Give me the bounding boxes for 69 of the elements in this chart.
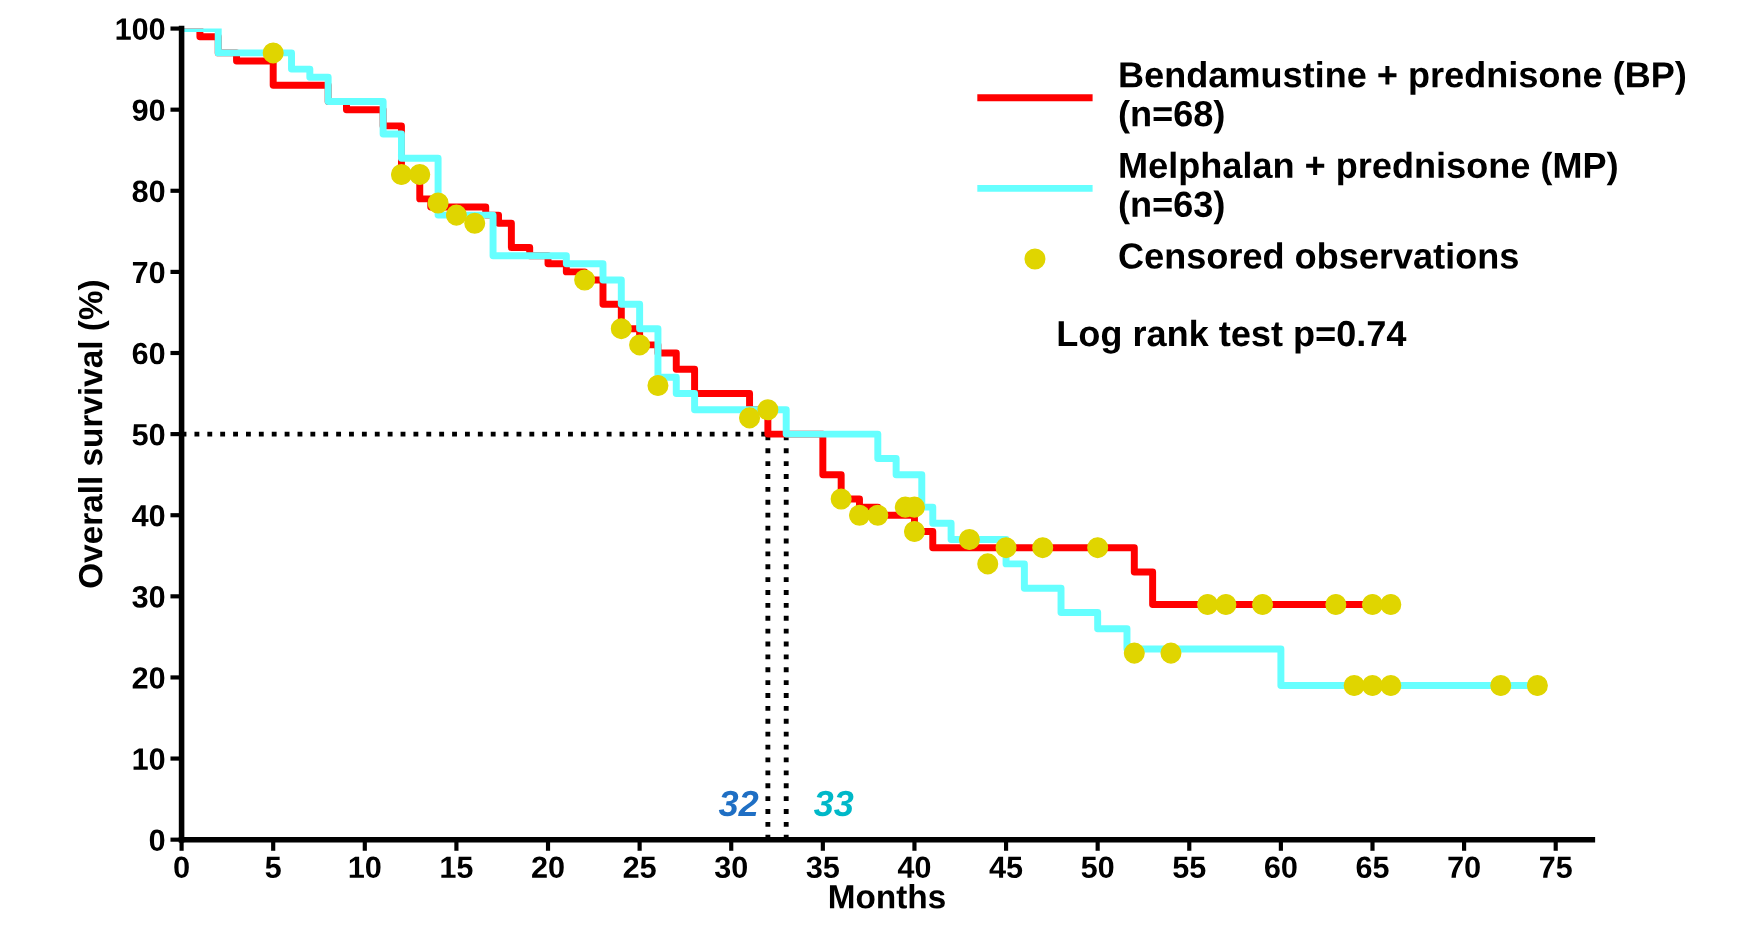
point — [574, 269, 596, 291]
annotation: Log rank test p=0.74 — [1058, 319, 1407, 354]
x-tick-label: 40 — [897, 856, 931, 879]
point — [1325, 593, 1347, 615]
x-tick-label: 30 — [714, 856, 747, 879]
point — [958, 529, 980, 551]
x-tick-label: 20 — [532, 856, 564, 879]
point — [610, 318, 632, 340]
point — [409, 164, 431, 186]
point — [262, 42, 284, 64]
y-tick-label: 50 — [132, 423, 165, 446]
legend-label: Censored observations — [1119, 242, 1518, 269]
y-tick-label: 90 — [132, 99, 165, 122]
point — [995, 537, 1017, 559]
point — [629, 334, 651, 356]
point — [1087, 537, 1109, 559]
ref-line-label: 32 — [718, 790, 759, 817]
x-tick-label: 45 — [989, 856, 1023, 879]
y-axis-title: Overall survival (%) — [78, 281, 110, 588]
point — [1361, 593, 1384, 615]
x-tick-label: 55 — [1173, 856, 1206, 879]
point — [1490, 675, 1512, 697]
legend-label: Melphalan + prednisone (MP) (n=63) — [1119, 151, 1617, 225]
x-tick-label: 10 — [349, 856, 381, 879]
point — [647, 374, 669, 396]
legend-label: Bendamustine + prednisone (BP) (n=68) — [1119, 61, 1686, 134]
point — [464, 212, 486, 234]
point — [1215, 593, 1237, 615]
y-tick-label: 0 — [149, 829, 165, 852]
x-tick-label: 15 — [441, 856, 473, 879]
point — [1380, 675, 1402, 697]
point — [1123, 642, 1145, 664]
point — [1526, 675, 1548, 697]
x-tick-label: 70 — [1448, 856, 1480, 879]
point — [848, 504, 871, 526]
point — [1361, 675, 1384, 697]
point — [1343, 675, 1365, 697]
x-tick-label: 35 — [806, 856, 839, 879]
point — [977, 553, 999, 575]
point — [867, 504, 889, 526]
point — [427, 192, 449, 214]
point — [1380, 593, 1402, 615]
y-tick-label: 100 — [116, 18, 165, 40]
point — [830, 488, 852, 510]
point — [739, 407, 761, 429]
x-tick-label: 75 — [1540, 856, 1572, 879]
point — [445, 204, 467, 226]
x-axis-title: Months — [829, 884, 945, 909]
x-tick-label: 25 — [623, 856, 656, 879]
y-tick-label: 10 — [133, 748, 165, 770]
x-tick-label: 0 — [174, 856, 189, 879]
y-tick-label: 60 — [132, 342, 165, 365]
point — [757, 399, 779, 421]
y-tick-label: 20 — [132, 667, 165, 689]
point — [903, 520, 925, 542]
point — [390, 164, 412, 186]
ref-line-label: 33 — [813, 790, 854, 817]
y-tick-label: 30 — [132, 586, 165, 608]
point — [1160, 642, 1182, 664]
x-tick-label: 5 — [265, 856, 281, 879]
x-tick-label: 65 — [1356, 856, 1389, 879]
point — [1252, 593, 1274, 615]
x-tick-label: 50 — [1081, 856, 1114, 879]
point — [1032, 537, 1054, 559]
y-tick-label: 80 — [132, 180, 165, 203]
x-tick-label: 60 — [1265, 856, 1297, 879]
y-tick-label: 40 — [132, 504, 165, 527]
point — [1197, 593, 1219, 615]
y-tick-label: 70 — [132, 261, 165, 284]
